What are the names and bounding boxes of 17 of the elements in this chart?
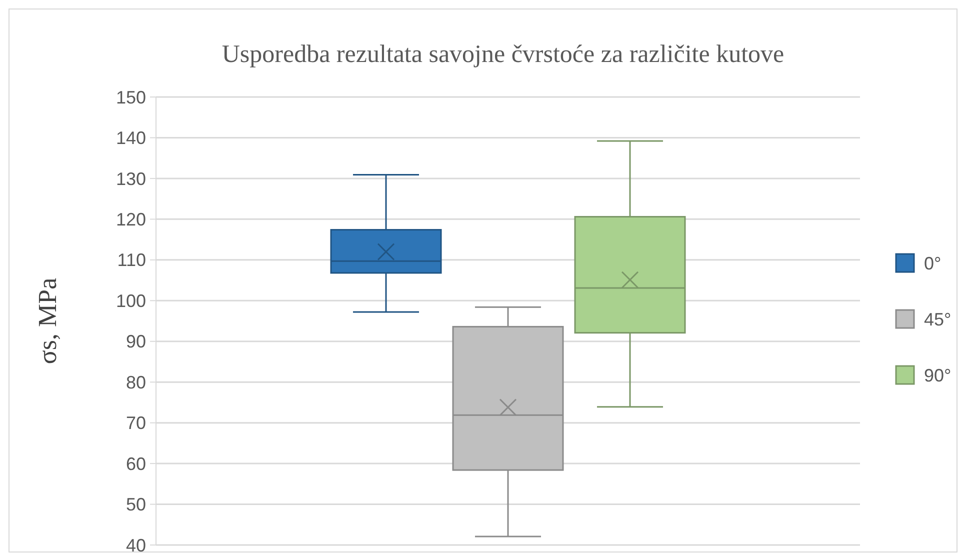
y-tick-label: 140: [116, 128, 146, 148]
legend-label: 0°: [924, 253, 942, 274]
chart-title: Usporedba rezultata savojne čvrstoće za različite kutove: [222, 41, 784, 68]
y-tick-label: 40: [126, 535, 146, 556]
y-tick-label: 70: [126, 413, 146, 434]
y-tick-label: 100: [116, 290, 146, 311]
y-tick-label: 130: [116, 168, 146, 189]
y-tick-label: 120: [116, 209, 146, 230]
legend-label: 45°: [924, 309, 952, 330]
y-axis-title: σs, MPa: [33, 277, 62, 364]
y-tick-label: 60: [126, 454, 146, 474]
y-tick-label: 150: [116, 87, 146, 108]
y-tick-label: 50: [126, 494, 146, 515]
y-tick-label: 90: [126, 332, 146, 352]
y-tick-label: 80: [126, 372, 146, 392]
legend-label: 90°: [924, 365, 952, 386]
y-tick-label: 110: [117, 250, 146, 270]
